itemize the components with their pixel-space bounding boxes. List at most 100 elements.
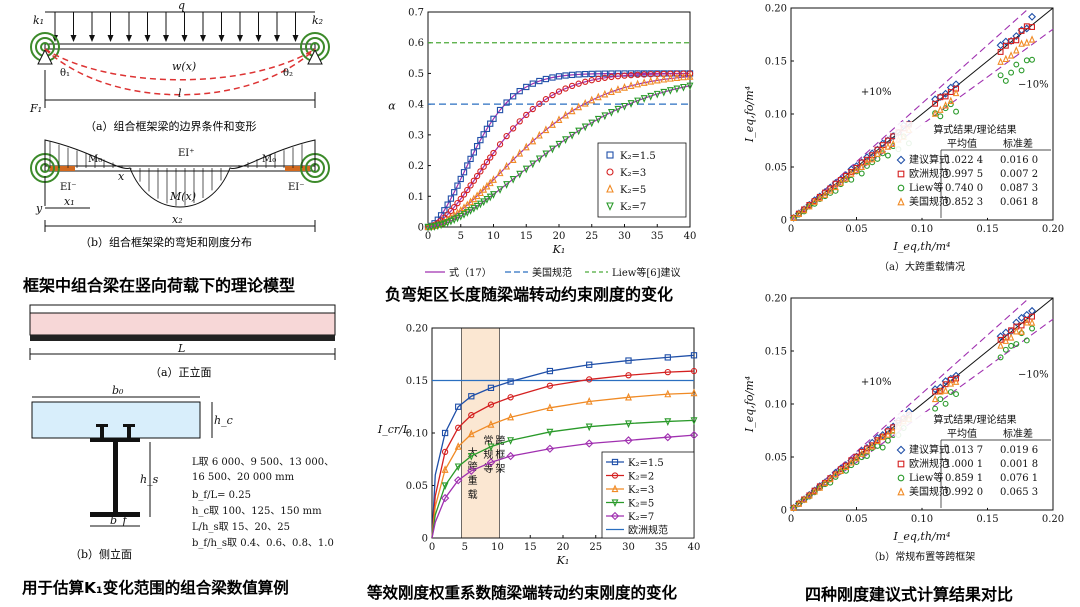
data-point xyxy=(874,149,881,157)
data-point xyxy=(806,491,813,499)
x-tick-label: 0.10 xyxy=(911,514,933,525)
y-tick-label: 0.10 xyxy=(765,400,787,411)
data-point xyxy=(1018,28,1025,34)
data-point xyxy=(621,102,628,111)
data-point xyxy=(568,131,576,140)
data-point xyxy=(1028,35,1036,43)
data-point xyxy=(454,182,461,189)
data-point xyxy=(837,466,845,474)
x-tick-label: 0 xyxy=(788,514,794,525)
data-point xyxy=(647,76,655,85)
data-point xyxy=(931,109,939,117)
data-point xyxy=(690,388,698,397)
data-point xyxy=(647,92,655,101)
data-point xyxy=(953,375,960,382)
theta2-label: θ₂ xyxy=(283,68,293,79)
data-point xyxy=(454,476,463,485)
x-tick-label: 15 xyxy=(524,542,537,553)
data-point xyxy=(437,221,445,230)
data-point xyxy=(848,458,855,466)
legend-marker xyxy=(606,202,614,211)
data-point xyxy=(690,367,698,375)
data-point xyxy=(588,95,596,104)
panel-title-left-bottom: 用于估算K₁变化范围的组合梁数值算例 xyxy=(22,579,289,597)
data-point xyxy=(673,70,681,77)
data-point xyxy=(625,392,632,401)
x-tick-label: 25 xyxy=(589,542,602,553)
legend-label: K₂=1.5 xyxy=(628,458,664,469)
x-label: x xyxy=(118,170,125,183)
data-point xyxy=(1002,42,1009,49)
data-point xyxy=(686,72,694,80)
x-axis-label: K₁ xyxy=(552,243,566,256)
data-point xyxy=(529,160,537,169)
legend-mean: 0.997 5 xyxy=(945,169,983,180)
data-point xyxy=(473,142,481,150)
y-tick-label: 0.3 xyxy=(408,130,424,141)
bf-label: b_f xyxy=(110,514,129,527)
data-point xyxy=(614,85,622,93)
data-point xyxy=(545,444,555,453)
plus-10-line xyxy=(790,7,1030,221)
table-header-mean: 平均值 xyxy=(947,427,977,440)
bottom-legend-us: 美国规范 xyxy=(532,266,572,279)
data-point xyxy=(516,170,524,179)
data-point xyxy=(1013,46,1020,54)
data-point xyxy=(467,452,475,461)
data-point xyxy=(832,187,839,194)
hc-label: h_c xyxy=(214,414,233,427)
data-point xyxy=(664,368,671,376)
data-point xyxy=(947,101,954,108)
y-tick-label: 0.15 xyxy=(765,347,787,358)
data-point xyxy=(858,170,865,177)
data-point xyxy=(477,136,484,144)
legend-std: 0.019 6 xyxy=(1000,445,1038,456)
shade-label-heavy: 载 xyxy=(468,489,478,501)
shade-label-heavy: 大 xyxy=(468,446,478,459)
legend-std: 0.001 8 xyxy=(1000,459,1038,470)
panel-title-left: 框架中组合梁在竖向荷载下的理论模型 xyxy=(23,276,296,295)
data-point xyxy=(941,89,950,98)
data-point xyxy=(832,182,839,191)
data-point xyxy=(942,101,949,109)
data-point xyxy=(997,354,1004,361)
caption-a-boundary: （a）组合框架梁的边界条件和变形 xyxy=(85,119,257,133)
data-point xyxy=(664,418,672,426)
legend: K₂=1.5 K₂=3 K₂=5 K₂=7 xyxy=(597,142,687,218)
legend-label: 美国规范 xyxy=(909,485,949,498)
data-point xyxy=(673,85,681,94)
k2-label: k₂ xyxy=(312,14,323,27)
legend-label: 建议算式 xyxy=(909,443,949,456)
x-tick-label: 5 xyxy=(462,542,468,553)
data-point xyxy=(947,96,955,104)
x-axis-label: K₁ xyxy=(556,554,570,567)
x-tick-label: 10 xyxy=(491,542,504,553)
legend-label: K₂=7 xyxy=(620,202,646,213)
data-point xyxy=(1023,337,1030,344)
y-tick-label: 0 xyxy=(418,223,424,234)
data-point xyxy=(816,196,823,202)
data-point xyxy=(947,379,955,387)
data-point xyxy=(575,71,582,78)
legend-mean: 1.022 4 xyxy=(945,155,983,166)
data-point xyxy=(542,96,550,103)
data-point xyxy=(997,49,1004,55)
y-axis-label: I_eq,fo/m⁴ xyxy=(743,86,756,143)
data-point xyxy=(464,162,471,169)
shade-label-heavy: 重 xyxy=(468,474,478,487)
data-point xyxy=(529,105,536,113)
x-axis-label: I_eq,th/m⁴ xyxy=(893,240,951,253)
data-point xyxy=(1008,69,1015,76)
x-tick-label: 0 xyxy=(425,231,431,242)
data-point xyxy=(575,80,582,87)
data-point xyxy=(932,100,939,107)
data-point xyxy=(663,433,672,442)
load-q-label: q xyxy=(178,0,185,12)
data-point xyxy=(460,169,468,176)
data-point xyxy=(1028,12,1037,21)
legend-mean: 0.740 0 xyxy=(945,183,983,194)
y-tick-label: 0.7 xyxy=(408,8,424,19)
table-header-std: 标准差 xyxy=(1003,137,1033,150)
data-point xyxy=(1029,56,1035,63)
y-tick-label: 0.15 xyxy=(406,376,428,387)
